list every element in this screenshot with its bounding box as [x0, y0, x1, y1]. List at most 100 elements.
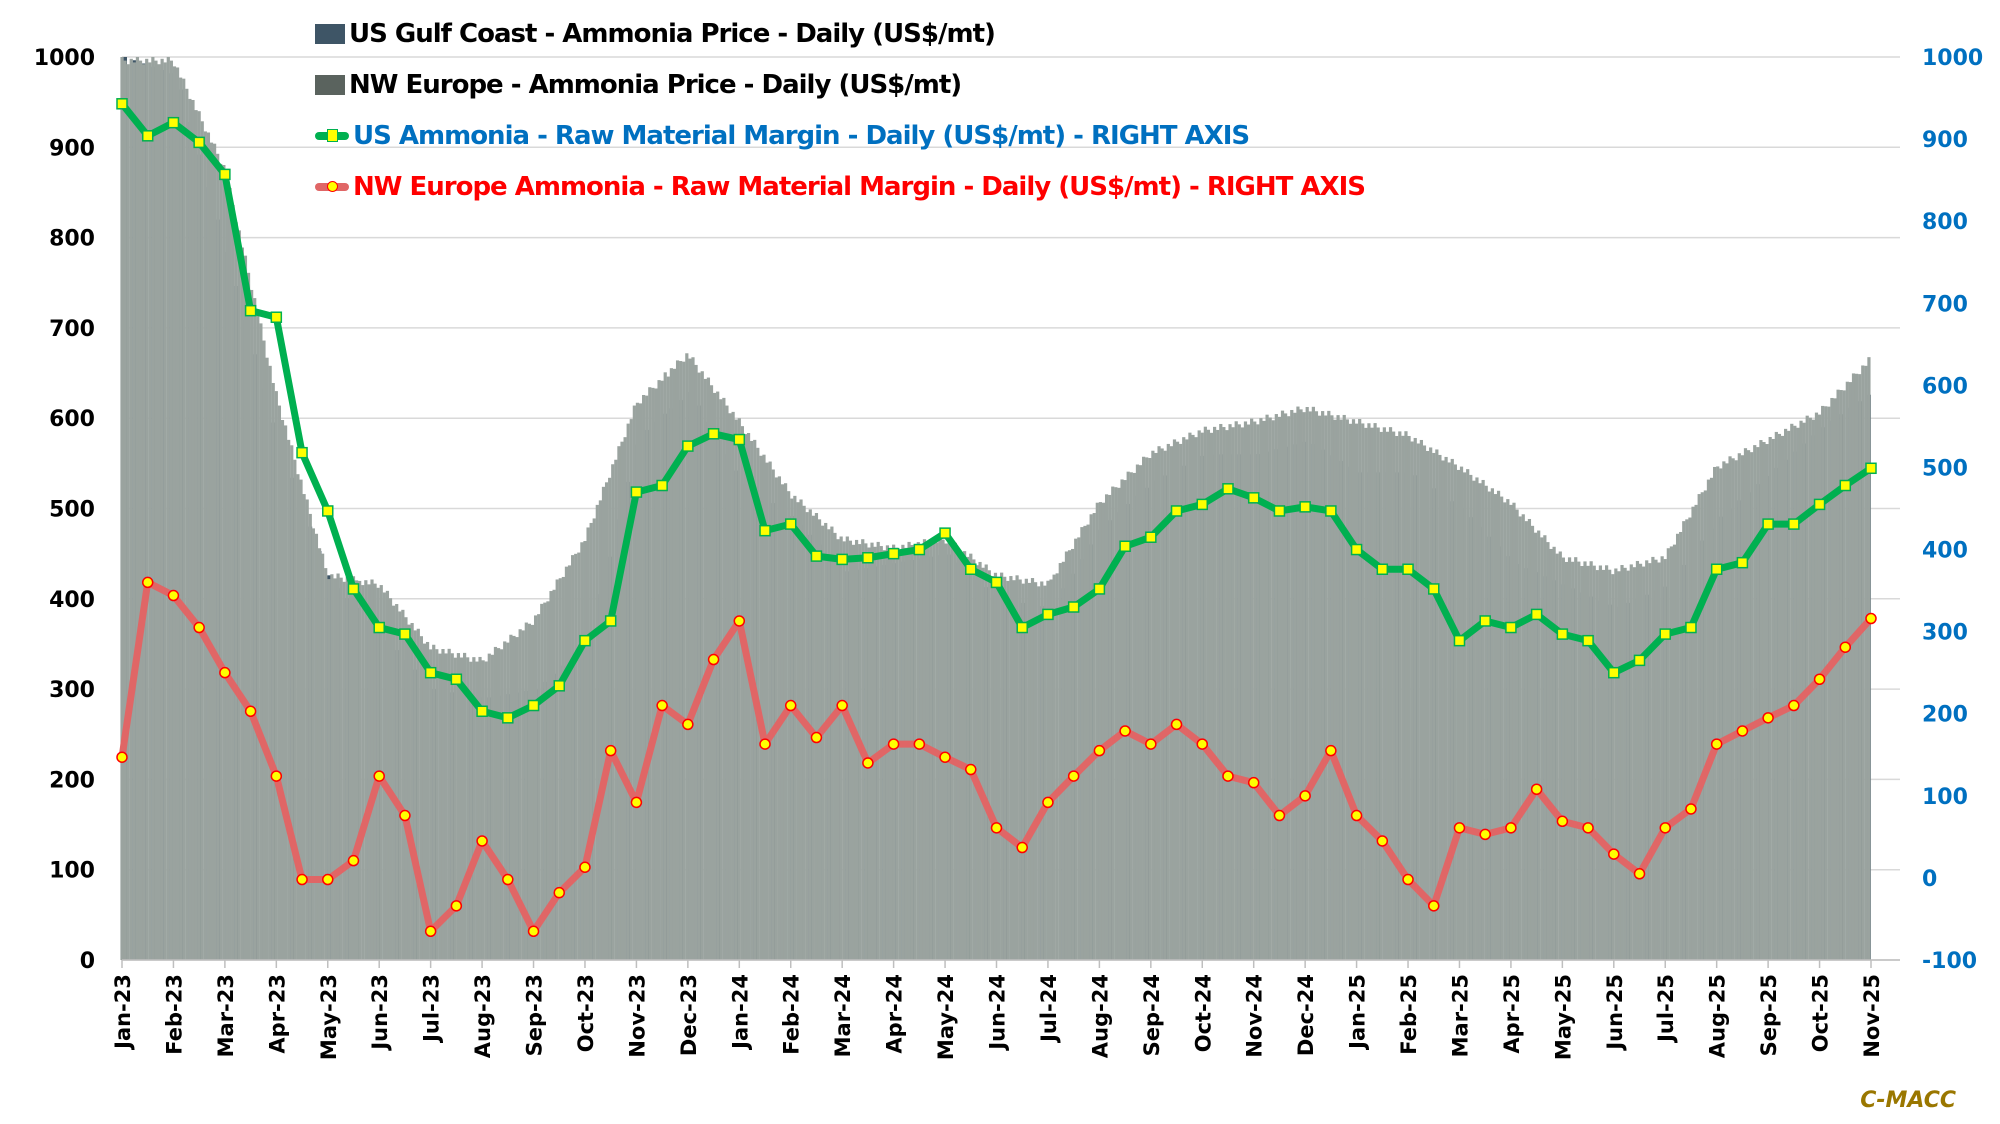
bar-nw-europe-price [1728, 456, 1732, 960]
us-margin-point [347, 583, 360, 595]
bar-nw-europe-price [333, 578, 337, 960]
bar-nw-europe-price [172, 66, 177, 961]
bar-nw-europe-price [750, 440, 754, 961]
bar-nw-europe-price [1716, 466, 1720, 960]
bar-nw-europe-price [342, 581, 346, 960]
bar-nw-europe-price [367, 584, 371, 960]
bar-nw-europe-price [1543, 535, 1547, 960]
legend-swatch [315, 180, 349, 192]
bar-nw-europe-price [530, 624, 535, 960]
bar-nw-europe-price [1756, 447, 1760, 960]
right-tick-label: 100 [1922, 785, 1968, 810]
x-tick-label: Jan-24 [728, 974, 752, 1051]
bar-nw-europe-price [1456, 469, 1461, 960]
bar-nw-europe-price [521, 630, 525, 960]
x-tick-label: May-24 [934, 974, 958, 1060]
bar-nw-europe-price [212, 143, 217, 961]
bar-nw-europe-price [280, 420, 285, 961]
bar-nw-europe-price [490, 654, 494, 960]
bar-nw-europe-price [1382, 427, 1386, 960]
bar-nw-europe-price [1120, 479, 1124, 960]
nw-europe-margin-point [1350, 809, 1363, 822]
bar-nw-europe-price [1660, 556, 1664, 960]
bar-nw-europe-price [1608, 569, 1612, 960]
us-margin-point [502, 712, 514, 724]
bar-nw-europe-price [978, 561, 982, 960]
nw-europe-margin-point [1633, 868, 1646, 880]
bar-nw-europe-price [419, 636, 423, 960]
bar-nw-europe-price [481, 660, 485, 960]
bar-nw-europe-price [290, 445, 294, 960]
bar-nw-europe-price [1827, 406, 1831, 960]
bar-nw-europe-price [503, 641, 507, 960]
bar-nw-europe-price [256, 315, 260, 960]
x-tick-label: Nov-24 [1243, 974, 1267, 1058]
us-margin-point [1865, 462, 1877, 475]
nw-europe-margin-point [1170, 718, 1183, 731]
bar-nw-europe-price [1842, 390, 1846, 961]
left-axis: 0 100 200 300 400 500 600 700 800 900 1000 [34, 46, 95, 974]
us-margin-point [1170, 505, 1183, 517]
bar-nw-europe-price [1413, 437, 1417, 960]
bar-nw-europe-price [185, 88, 189, 961]
bar-nw-europe-price [364, 580, 368, 960]
nw-europe-margin-point [219, 666, 231, 679]
bar-nw-europe-price [728, 413, 732, 960]
nw-europe-margin-point [1762, 712, 1774, 724]
bar-nw-europe-price [1592, 565, 1596, 960]
bar-nw-europe-price [1243, 421, 1248, 960]
right-tick-label: 1000 [1922, 46, 1983, 71]
bar-nw-europe-price [1654, 559, 1658, 960]
bar-nw-europe-price [913, 548, 917, 960]
legend-swatch [315, 23, 345, 44]
bar-nw-europe-price [450, 653, 454, 960]
bar-nw-europe-price [1793, 425, 1797, 961]
bar-nw-europe-price [425, 641, 430, 960]
bar-nw-europe-price [555, 579, 559, 960]
bar-nw-europe-price [422, 643, 427, 960]
bar-nw-europe-price [1287, 416, 1291, 961]
bar-nw-europe-price [953, 542, 957, 960]
bar-nw-europe-price [1527, 518, 1532, 960]
bar-nw-europe-price [1388, 427, 1393, 960]
bar-nw-europe-price [719, 399, 723, 960]
bar-nw-europe-price [1447, 462, 1451, 960]
nw-europe-margin-point [502, 873, 514, 886]
x-tick-label: Nov-25 [1860, 974, 1884, 1058]
bar-nw-europe-price [175, 67, 180, 961]
bar-nw-europe-price [1694, 504, 1698, 960]
bar-nw-europe-price [1691, 506, 1695, 960]
right-tick-label: 700 [1922, 292, 1968, 317]
bar-nw-europe-price [163, 62, 167, 961]
nw-europe-margin-point [1453, 822, 1466, 834]
bar-nw-europe-price [493, 646, 498, 960]
bar-nw-europe-price [410, 623, 414, 960]
nw-europe-margin-point [604, 744, 617, 757]
bar-nw-europe-price [438, 653, 442, 960]
bar-nw-europe-price [1583, 561, 1587, 960]
x-tick-label: Sep-23 [523, 974, 547, 1056]
us-margin-point [1788, 518, 1800, 530]
bar-nw-europe-price [348, 581, 352, 960]
bar-nw-europe-price [456, 653, 461, 960]
bar-nw-europe-price [799, 499, 803, 960]
bar-nw-europe-price [533, 615, 538, 960]
bar-nw-europe-price [169, 60, 173, 960]
bar-nw-europe-price [1225, 430, 1229, 960]
nw-europe-margin-point [707, 653, 720, 666]
x-tick-label: Feb-24 [780, 974, 804, 1055]
bar-nw-europe-price [558, 578, 562, 960]
bar-nw-europe-price [876, 541, 880, 960]
legend-item-us-gulf-price: US Gulf Coast - Ammonia Price - Daily (U… [315, 8, 1365, 59]
bar-nw-europe-price [191, 99, 195, 961]
us-margin-point [1325, 505, 1337, 517]
nw-europe-margin-point [1608, 848, 1620, 860]
us-margin-point [707, 428, 720, 440]
nw-europe-margin-point [476, 835, 488, 847]
bar-nw-europe-price [1043, 585, 1047, 960]
bar-nw-europe-price [1864, 365, 1868, 960]
bar-nw-europe-price [1830, 397, 1834, 961]
bar-nw-europe-price [1410, 441, 1414, 960]
bar-nw-europe-price [1858, 374, 1862, 960]
nw-europe-margin-point [399, 809, 411, 822]
